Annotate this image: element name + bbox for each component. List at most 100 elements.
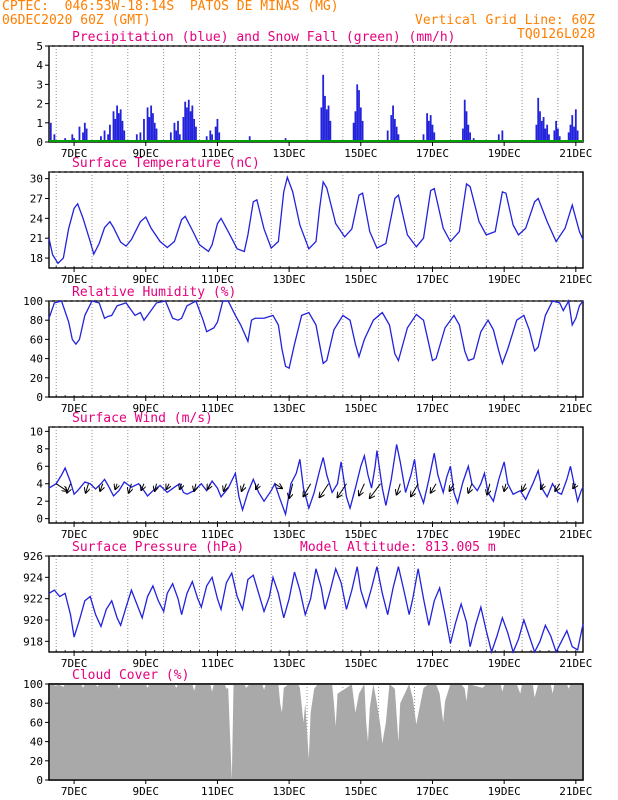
precip-bar <box>462 128 464 142</box>
precip-bar <box>352 122 355 142</box>
y-tick-label: 40 <box>30 736 43 749</box>
x-tick-label: 21DEC <box>559 785 592 798</box>
wind-vector <box>208 484 211 489</box>
x-tick-label: 9DEC <box>133 402 160 415</box>
x-tick-label: 15DEC <box>344 402 377 415</box>
precip-bar <box>429 115 432 142</box>
series-line <box>48 175 584 265</box>
x-tick-label: 19DEC <box>488 657 521 670</box>
precip-bar <box>553 130 556 142</box>
wind-vector <box>359 483 365 496</box>
precip-bar <box>169 132 172 142</box>
precip-bar <box>386 130 389 142</box>
x-tick-label: 9DEC <box>133 147 160 160</box>
precip-bar <box>112 111 115 142</box>
precip-bar <box>153 122 156 142</box>
panel-6: 0 20 40 60 80 100 7DEC 9DEC 11DEC 13DEC 15DEC 17DEC… <box>23 668 592 798</box>
precip-bar <box>567 132 570 142</box>
precip-bar <box>139 132 142 142</box>
precip-bar <box>248 136 251 142</box>
model-code: TQ0126L028 <box>517 27 596 42</box>
precip-bar <box>186 107 188 142</box>
x-tick-label: 15DEC <box>344 785 377 798</box>
y-tick-label: 80 <box>30 314 43 327</box>
precip-bar <box>182 117 185 142</box>
precip-bar <box>320 107 323 142</box>
plot-frame <box>48 300 584 398</box>
panel-title: Surface Pressure (hPa) <box>72 540 244 555</box>
plot-frame <box>48 45 584 143</box>
precip-bar <box>327 105 330 142</box>
x-tick-label: 7DEC <box>61 528 88 541</box>
precip-bar <box>109 124 111 142</box>
precip-bar <box>178 134 181 142</box>
y-tick-label: 18 <box>30 252 43 265</box>
panel-4: 0 2 4 6 8 10 7DEC 9DEC 11DEC 13DEC 15DEC 17DEC 19DEC… <box>30 411 593 541</box>
y-tick-label: 100 <box>23 295 43 308</box>
x-tick-label: 13DEC <box>273 147 306 160</box>
wind-vector <box>67 483 71 493</box>
wind-vector <box>573 484 576 489</box>
precip-bar <box>393 118 396 142</box>
wind-vector <box>555 483 560 491</box>
x-tick-label: 7DEC <box>61 147 88 160</box>
wind-vector <box>541 484 544 489</box>
panel-title: Surface Temperature (nC) <box>72 156 260 171</box>
x-tick-label: 19DEC <box>488 528 521 541</box>
precip-bar <box>542 117 545 142</box>
x-tick-label: 7DEC <box>61 657 88 670</box>
wind-vector <box>155 483 157 491</box>
precip-bar <box>544 128 547 142</box>
y-tick-label: 20 <box>30 755 43 768</box>
precip-bar <box>177 120 179 142</box>
precip-bar <box>324 95 326 142</box>
wind-vector <box>411 483 419 497</box>
precip-bar <box>114 118 117 142</box>
precip-bar <box>143 118 145 142</box>
x-tick-label: 21DEC <box>559 402 592 415</box>
header-line2: 06DEC2020 60Z (GMT) <box>2 13 151 28</box>
x-tick-label: 21DEC <box>559 528 592 541</box>
x-tick-label: 19DEC <box>488 147 521 160</box>
precip-bar <box>322 74 325 142</box>
precip-bar <box>571 115 574 142</box>
precip-bar <box>205 136 208 142</box>
precip-bar <box>546 124 549 142</box>
precip-bar <box>422 134 425 142</box>
y-tick-label: 60 <box>30 333 43 346</box>
precip-bar <box>214 126 217 142</box>
precip-bar <box>107 134 110 142</box>
precip-bar <box>433 132 436 142</box>
precip-bar <box>395 126 398 142</box>
wind-vector <box>487 483 490 495</box>
y-tick-label: 6 <box>36 460 43 473</box>
y-tick-label: 24 <box>30 212 44 225</box>
y-tick-label: 30 <box>30 173 43 186</box>
precip-bar <box>573 126 575 142</box>
precip-bar <box>467 124 470 142</box>
plot-frame <box>48 171 584 269</box>
precip-bar <box>189 111 192 142</box>
y-tick-label: 918 <box>23 635 43 648</box>
precip-bar <box>465 111 468 142</box>
y-tick-label: 926 <box>23 550 43 563</box>
wind-vector <box>431 483 437 493</box>
y-tick-label: 922 <box>23 593 43 606</box>
precip-bar <box>555 120 558 142</box>
x-tick-label: 21DEC <box>559 273 592 286</box>
x-tick-label: 13DEC <box>273 785 306 798</box>
precip-bar <box>218 132 221 142</box>
precip-bar <box>121 120 124 142</box>
x-tick-label: 11DEC <box>201 528 234 541</box>
vertical-grid-note: Vertical Grid Line: 60Z <box>415 13 596 28</box>
precip-bar <box>356 84 359 142</box>
precip-bar <box>117 113 120 142</box>
series-line <box>48 299 584 370</box>
precip-bar <box>135 134 138 142</box>
precip-bar <box>187 99 190 142</box>
panel-3: 0 20 40 60 80 100 7DEC 9DEC 11DEC 13DEC 15DEC 17DEC… <box>23 285 592 415</box>
precip-bar <box>119 109 122 142</box>
precip-bar <box>558 136 561 142</box>
plot-frame-overlay <box>48 683 584 781</box>
y-tick-label: 1 <box>36 117 43 130</box>
